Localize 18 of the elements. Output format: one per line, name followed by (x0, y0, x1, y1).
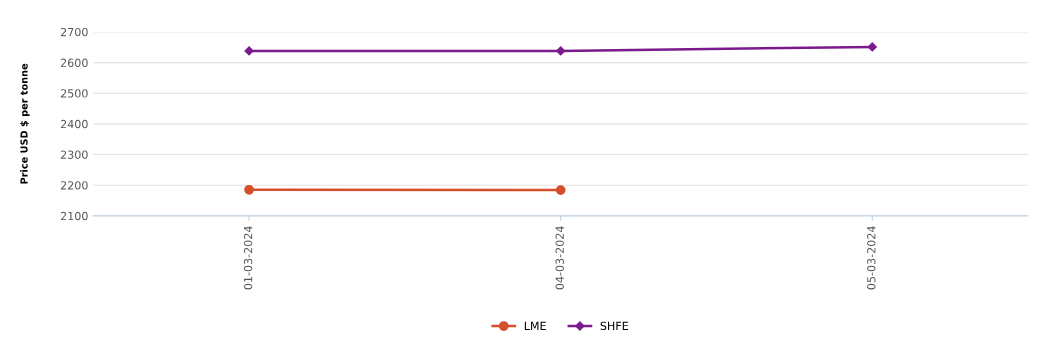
x-tick-label: 04-03-2024 (555, 226, 564, 290)
point (556, 46, 566, 56)
point (867, 42, 877, 52)
point (244, 184, 254, 195)
point (555, 185, 566, 195)
x-tick-label: 05-03-2024 (867, 226, 876, 290)
y-tick-label: 2300 (60, 150, 88, 159)
y-tick-label: 2700 (60, 27, 88, 37)
y-tick-label: 2200 (60, 181, 88, 190)
legend-label: LME (524, 321, 546, 330)
y-tick-label: 2600 (60, 58, 88, 67)
point (244, 46, 254, 56)
x-tick-label: 01-03-2024 (243, 226, 253, 290)
y-tick-label: 2400 (60, 119, 88, 129)
legend-label: SHFE (600, 321, 628, 331)
y-axis-title: Price USD $ per tonne (20, 63, 30, 184)
y-tick-label: 2500 (60, 89, 88, 98)
y-tick-label: 2100 (60, 211, 88, 221)
